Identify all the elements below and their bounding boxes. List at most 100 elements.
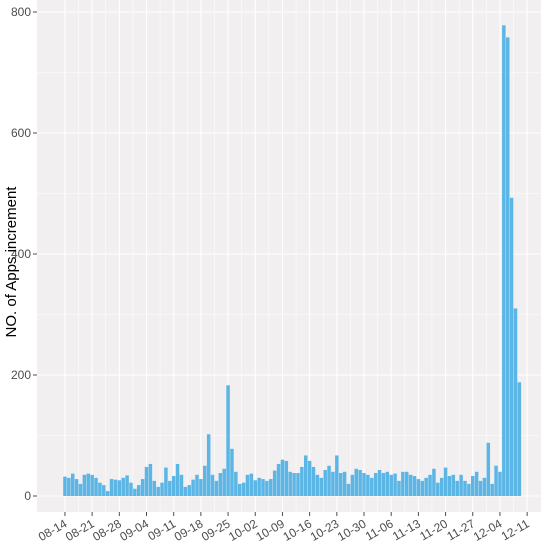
bar: [408, 474, 413, 496]
bar: [377, 469, 382, 496]
bar: [385, 471, 390, 496]
bar: [98, 482, 102, 496]
bar: [210, 474, 215, 496]
bar: [416, 479, 421, 496]
x-tick-label: 12-11: [499, 516, 532, 543]
bar: [327, 465, 331, 496]
bar: [436, 482, 440, 496]
bar: [471, 476, 475, 496]
bar: [195, 474, 199, 496]
bar: [428, 474, 432, 496]
bars-group: [63, 25, 522, 497]
y-tick-label: 600: [11, 126, 31, 140]
bar: [424, 477, 428, 496]
minor-gridlines: [37, 0, 541, 512]
bar: [140, 479, 145, 496]
bar: [358, 469, 362, 496]
bar: [346, 483, 351, 496]
bar: [67, 477, 71, 496]
bar: [82, 474, 87, 496]
bar: [269, 479, 273, 496]
bar: [113, 479, 118, 496]
bar: [443, 467, 448, 496]
bar: [467, 483, 471, 496]
bar: [191, 479, 195, 496]
bar: [478, 480, 483, 496]
bar: [439, 477, 444, 496]
bar: [245, 474, 250, 496]
bar: [199, 479, 203, 496]
y-axis-ticks: 0 200 400 600 800: [11, 5, 37, 503]
bar: [152, 480, 157, 496]
bar: [498, 471, 502, 496]
bar: [370, 477, 374, 496]
bar: [121, 477, 125, 496]
bar: [335, 455, 339, 496]
bar: [144, 466, 149, 496]
bar: [451, 474, 456, 496]
bar: [420, 480, 425, 496]
bar: [164, 467, 168, 496]
bar: [284, 460, 289, 496]
bar: [315, 474, 320, 496]
bar: [292, 473, 296, 496]
bar: [272, 470, 277, 496]
bar: [412, 476, 417, 496]
bar: [474, 471, 479, 496]
bar: [323, 469, 327, 496]
bar: [160, 482, 164, 496]
bar: [234, 471, 238, 496]
bar: [179, 474, 184, 496]
bar: [206, 434, 211, 496]
bar: [300, 466, 304, 496]
bar: [432, 468, 436, 496]
bar: [86, 473, 90, 496]
bar: [241, 482, 246, 496]
bar: [183, 486, 188, 496]
bar: [237, 483, 242, 496]
y-tick-label: 400: [11, 247, 31, 261]
bar: [517, 382, 522, 496]
bar: [311, 466, 316, 496]
bar: [331, 471, 335, 496]
bar: [136, 485, 141, 496]
bar: [404, 471, 409, 496]
bar: [133, 488, 137, 496]
bar: [74, 479, 79, 496]
bar: [90, 474, 94, 496]
bar: [168, 480, 172, 496]
bar: [125, 475, 129, 496]
bar: [171, 476, 176, 496]
y-tick-label: 0: [24, 489, 31, 503]
bar: [129, 482, 133, 496]
x-axis-ticks: 08-1408-2108-2809-0409-1109-1809-2510-02…: [36, 512, 532, 544]
bar: [354, 468, 358, 496]
bar: [117, 480, 122, 496]
bar: [381, 473, 386, 496]
bar: [63, 476, 67, 496]
bar: [257, 477, 261, 496]
bar: [280, 459, 285, 496]
bar: [366, 474, 370, 496]
bar: [486, 442, 491, 496]
bar: [218, 473, 223, 496]
bar: [350, 474, 355, 496]
bar: [482, 477, 487, 496]
bar: [455, 480, 459, 496]
bar: [276, 463, 281, 496]
bar: [459, 474, 463, 496]
bar: [307, 460, 312, 496]
bar: [494, 465, 498, 496]
bar: [156, 486, 160, 496]
bar: [362, 473, 366, 496]
bar: [490, 483, 494, 496]
bar: [230, 448, 234, 496]
bar: [319, 477, 324, 496]
bar: [249, 473, 254, 496]
bar: [109, 479, 114, 496]
bar: [187, 485, 191, 496]
bar: [105, 491, 110, 496]
bar: [513, 308, 518, 496]
bar: [265, 480, 269, 496]
bar: [304, 455, 308, 496]
